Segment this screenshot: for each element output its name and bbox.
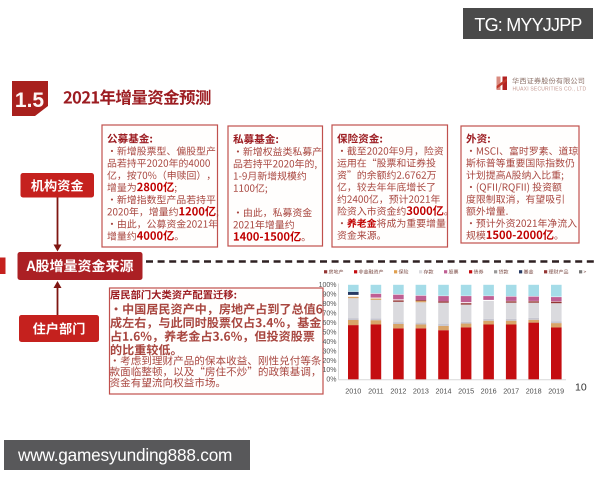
svg-text:2011: 2011 bbox=[368, 387, 383, 396]
svg-text:2018: 2018 bbox=[526, 387, 542, 396]
svg-text:2017: 2017 bbox=[503, 387, 519, 396]
svg-text:2015: 2015 bbox=[458, 387, 474, 396]
svg-text:TG: MYYJJPP: TG: MYYJJPP bbox=[474, 15, 582, 35]
svg-text:10%: 10% bbox=[322, 367, 336, 374]
svg-text:2019: 2019 bbox=[548, 387, 564, 396]
svg-text:20%: 20% bbox=[322, 358, 336, 365]
svg-text:1.5: 1.5 bbox=[15, 89, 45, 112]
svg-text:2014: 2014 bbox=[436, 387, 452, 396]
svg-text:90%: 90% bbox=[322, 292, 336, 299]
svg-text:2010: 2010 bbox=[345, 387, 361, 396]
svg-text:40%: 40% bbox=[322, 339, 336, 346]
svg-text:2012: 2012 bbox=[390, 387, 406, 396]
svg-text:50%: 50% bbox=[322, 329, 336, 336]
svg-text:30%: 30% bbox=[322, 348, 336, 355]
svg-text:2013: 2013 bbox=[413, 387, 429, 396]
svg-text:80%: 80% bbox=[322, 301, 336, 308]
svg-text:70%: 70% bbox=[322, 311, 336, 318]
svg-text:60%: 60% bbox=[322, 320, 336, 327]
svg-text:2016: 2016 bbox=[481, 387, 497, 396]
svg-text:www.gamesyunding888.com: www.gamesyunding888.com bbox=[17, 445, 232, 465]
svg-text:0%: 0% bbox=[326, 377, 336, 384]
svg-text:100%: 100% bbox=[319, 282, 337, 289]
svg-text:10: 10 bbox=[575, 382, 587, 394]
svg-text:HUAXI SECURITIES CO., LTD: HUAXI SECURITIES CO., LTD bbox=[513, 87, 587, 93]
